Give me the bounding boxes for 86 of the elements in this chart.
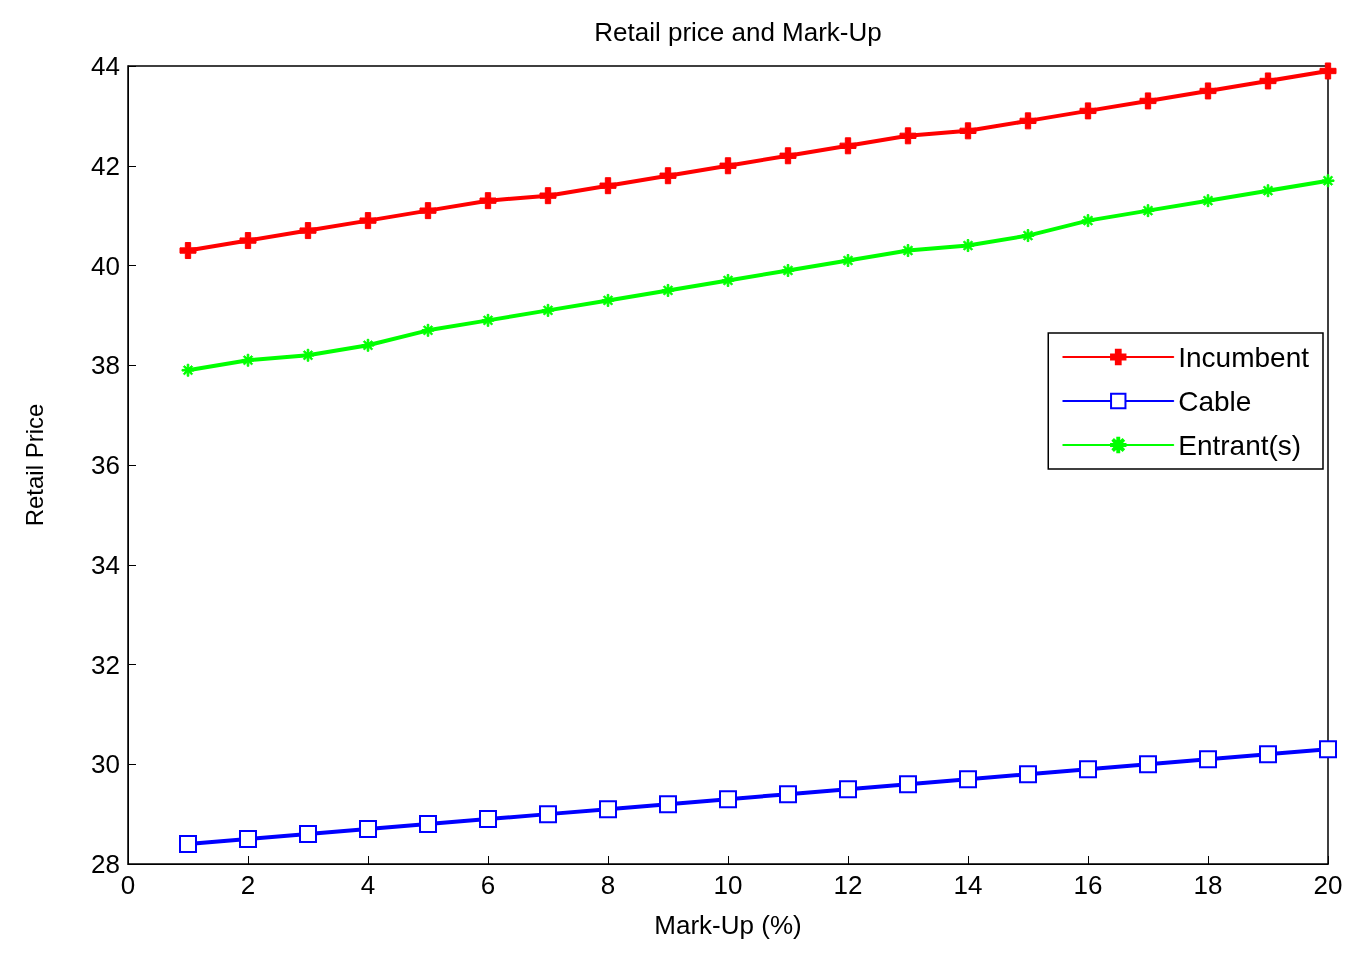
point — [779, 785, 797, 804]
x-tick-label: 2 — [240, 870, 256, 900]
point — [181, 363, 195, 377]
y-tick-label: 36 — [91, 450, 120, 480]
point — [301, 348, 315, 362]
point — [359, 820, 377, 839]
point — [241, 353, 255, 367]
point — [299, 825, 317, 844]
point — [959, 770, 977, 789]
point — [419, 202, 437, 220]
point — [1319, 740, 1337, 759]
point — [1139, 755, 1157, 774]
x-tick-label: 20 — [1313, 870, 1343, 900]
point — [901, 244, 915, 258]
point — [961, 239, 975, 253]
point — [1019, 112, 1037, 130]
x-tick-label: 4 — [360, 870, 376, 900]
point — [719, 157, 737, 175]
point — [959, 122, 977, 140]
y-tick-label: 42 — [91, 150, 120, 181]
legend-label: Cable — [1178, 385, 1252, 417]
point — [479, 810, 497, 829]
point — [479, 192, 497, 210]
legend-label: Incumbent — [1178, 341, 1310, 373]
x-tick-label: 12 — [833, 870, 863, 900]
point — [661, 283, 675, 297]
x-axis-title: Mark-Up (%) — [654, 910, 802, 940]
point — [781, 263, 795, 277]
point — [541, 303, 555, 317]
point — [1321, 174, 1335, 188]
x-tick-label: 18 — [1193, 870, 1223, 900]
y-tick-label: 38 — [91, 350, 120, 381]
x-tick-label: 10 — [713, 870, 743, 900]
point — [1019, 765, 1037, 784]
point — [659, 795, 677, 814]
y-tick-label: 40 — [91, 250, 120, 281]
point — [359, 212, 377, 230]
point — [839, 137, 857, 155]
point — [599, 177, 617, 195]
point — [599, 800, 617, 819]
point — [239, 232, 257, 250]
point — [239, 830, 257, 849]
point — [841, 254, 855, 268]
legend-label: Entrant(s) — [1178, 429, 1302, 461]
point — [779, 147, 797, 165]
point — [659, 167, 677, 185]
x-tick-label: 8 — [600, 870, 616, 900]
y-tick-label: 32 — [91, 649, 120, 680]
chart-title: Retail price and Mark-Up — [594, 17, 882, 47]
point — [899, 127, 917, 145]
point — [1139, 92, 1157, 110]
x-tick-label: 6 — [480, 870, 496, 900]
point — [1079, 102, 1097, 120]
point — [539, 187, 557, 205]
point — [1081, 214, 1095, 228]
point — [419, 815, 437, 834]
y-axis-title: Retail Price — [20, 403, 48, 527]
x-tick-label: 14 — [953, 870, 983, 900]
point — [1259, 72, 1277, 90]
point — [179, 835, 197, 854]
point — [719, 790, 737, 809]
point — [481, 313, 495, 327]
point — [539, 805, 557, 824]
point — [1259, 745, 1277, 764]
point — [1141, 204, 1155, 218]
point — [1199, 750, 1217, 769]
point — [1201, 194, 1215, 208]
point — [1079, 760, 1097, 779]
point — [601, 293, 615, 307]
point — [899, 775, 917, 794]
point — [1021, 229, 1035, 243]
point — [721, 273, 735, 287]
point — [1199, 82, 1217, 100]
point — [1261, 184, 1275, 198]
point — [421, 323, 435, 337]
y-tick-label: 44 — [91, 51, 120, 81]
point — [299, 222, 317, 240]
point — [179, 242, 197, 260]
x-tick-label: 16 — [1073, 870, 1103, 900]
y-tick-label: 28 — [91, 849, 120, 879]
point — [839, 780, 857, 799]
x-tick-label: 0 — [120, 870, 136, 900]
y-tick-label: 30 — [91, 749, 120, 780]
y-tick-label: 34 — [91, 549, 120, 580]
point — [1319, 62, 1337, 80]
point — [361, 338, 375, 352]
